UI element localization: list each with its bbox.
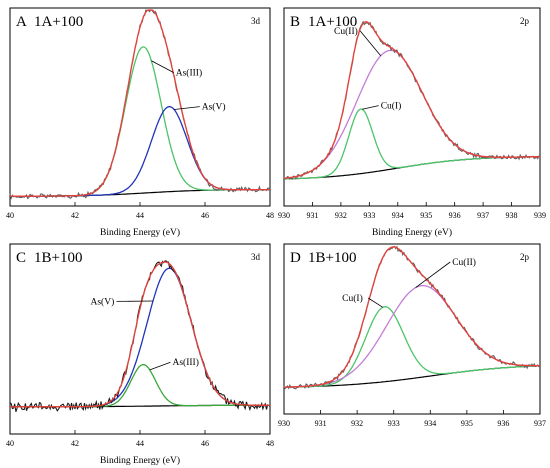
- baseline-line: [10, 189, 270, 197]
- annotation-leader: [149, 361, 171, 371]
- component-line-cui: [283, 108, 540, 180]
- annotation-label: As(III): [176, 68, 202, 79]
- x-tick-label: 930: [278, 419, 290, 428]
- panel-c: As(V) As(III) C 1B+100 3d 40 42 44 46 48 Bind…: [6, 243, 274, 466]
- panel-b-letter: B: [290, 14, 300, 30]
- annotation-label: As(V): [202, 102, 226, 113]
- component-line-asv: [10, 267, 270, 408]
- panel-b-orbital: 2p: [520, 16, 530, 26]
- panel-b-plot: Cu(II) Cu(I): [283, 20, 541, 180]
- panel-d-plot: Cu(I) Cu(II): [283, 245, 541, 390]
- panel-d-title: 1B+100: [308, 250, 356, 266]
- annotation-label: Cu(II): [452, 257, 476, 268]
- panel-c-xlabel: Binding Energy (eV): [100, 455, 180, 466]
- component-line-cui: [284, 306, 541, 388]
- annotation-leader: [367, 297, 383, 308]
- panel-a-orbital: 3d: [251, 16, 261, 26]
- x-tick-label: 931: [315, 419, 327, 428]
- x-tick-label: 935: [420, 211, 432, 220]
- panel-b-frame: [283, 7, 541, 207]
- panel-d-letter: D: [290, 250, 301, 266]
- panel-c-letter: C: [16, 250, 26, 266]
- x-tick-label: 934: [392, 211, 404, 220]
- annotation-leader: [415, 261, 451, 288]
- panel-c-xticks: 40 42 44 46 48: [6, 430, 274, 448]
- panel-a-xlabel: Binding Energy (eV): [100, 227, 180, 238]
- x-tick-label: 936: [497, 419, 509, 428]
- annotation-label: Cu(I): [381, 101, 402, 112]
- x-tick-label: 932: [335, 211, 347, 220]
- panel-c-orbital: 3d: [251, 252, 261, 262]
- panel-a-xticks: 40 42 44 46 48: [6, 202, 274, 220]
- annotation-label: As(III): [173, 357, 199, 368]
- panel-b-title: 1A+100: [308, 14, 357, 30]
- x-tick-label: 40: [6, 439, 14, 448]
- x-tick-label: 936: [449, 211, 461, 220]
- panel-d: Cu(I)Cu(II) D 1B+100 2p 930 931 932 933 934 9…: [278, 243, 546, 428]
- panel-a-plot: As(III) As(V): [9, 9, 271, 200]
- x-tick-label: 937: [477, 211, 489, 220]
- annotation-leader: [174, 106, 200, 110]
- panel-b-xticks: 930 931 932 933 934 935 936 937 938 939: [278, 202, 546, 220]
- component-line-asiii: [10, 46, 270, 197]
- x-tick-label: 42: [71, 211, 79, 220]
- x-tick-label: 930: [278, 211, 290, 220]
- annotation-leader: [362, 105, 379, 110]
- panel-b-xlabel: Binding Energy (eV): [372, 227, 452, 238]
- x-tick-label: 931: [306, 211, 318, 220]
- panel-a-title: 1A+100: [34, 14, 83, 30]
- panel-d-xticks: 930 931 932 933 934 935 936 937: [278, 410, 546, 428]
- envelope-line: [10, 9, 270, 197]
- panel-a-frame: [9, 7, 271, 207]
- raw-data-line: [283, 20, 541, 180]
- x-tick-label: 46: [201, 211, 209, 220]
- panel-a-letter: A: [16, 14, 27, 30]
- panel-c-plot: As(V) As(III): [9, 260, 271, 412]
- x-tick-label: 42: [71, 439, 79, 448]
- x-tick-label: 48: [266, 439, 274, 448]
- x-tick-label: 40: [6, 211, 14, 220]
- annotation-label: As(V): [91, 296, 115, 307]
- envelope-line: [10, 261, 270, 408]
- raw-data-line: [9, 260, 271, 412]
- x-tick-label: 939: [534, 211, 546, 220]
- x-tick-label: 934: [424, 419, 436, 428]
- envelope-line: [283, 21, 540, 179]
- x-tick-label: 48: [266, 211, 274, 220]
- annotation-leader: [151, 60, 174, 73]
- panel-a: As(III) As(V) A 1A+100 3d 40 42 44 46 48 Bind…: [6, 7, 274, 238]
- panel-d-orbital: 2p: [520, 252, 530, 262]
- panel-d-frame: [283, 243, 541, 415]
- x-tick-label: 935: [461, 419, 473, 428]
- x-tick-label: 938: [506, 211, 518, 220]
- component-line-cuii: [284, 284, 540, 388]
- annotation-label: Cu(I): [342, 293, 363, 304]
- annotation-label: Cu(II): [334, 26, 358, 37]
- panel-b: Cu(II)Cu(I) B 1A+100 2p 930 931 932 933 934 9…: [278, 7, 546, 238]
- annotation-leader: [359, 30, 382, 57]
- x-tick-label: 46: [201, 439, 209, 448]
- panel-c-title: 1B+100: [34, 250, 82, 266]
- component-line-asv: [10, 105, 270, 197]
- x-tick-label: 937: [534, 419, 546, 428]
- x-tick-label: 933: [363, 211, 375, 220]
- x-tick-label: 933: [388, 419, 400, 428]
- x-tick-label: 44: [136, 439, 144, 448]
- x-tick-label: 932: [351, 419, 363, 428]
- x-tick-label: 44: [136, 211, 144, 220]
- envelope-line: [284, 246, 540, 388]
